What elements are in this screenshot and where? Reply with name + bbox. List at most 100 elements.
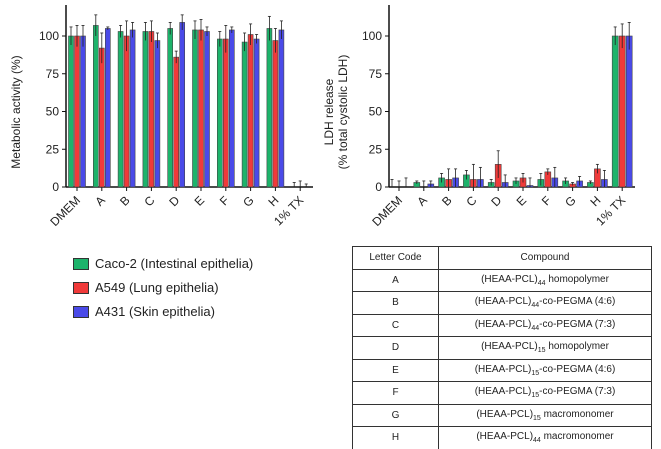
x-tick-label: G: [240, 193, 257, 210]
bar: [179, 22, 185, 188]
x-tick-label: A: [414, 193, 430, 209]
x-tick-label: G: [562, 193, 579, 210]
bar: [154, 40, 161, 188]
y-axis-label: LDH release: [322, 78, 336, 145]
letter-code: C: [352, 313, 439, 337]
bar: [80, 35, 86, 188]
bar: [148, 31, 155, 188]
table-row: F (HEAA-PCL)15-co-PEGMA (7:3): [352, 381, 652, 405]
compound: (HEAA-PCL)44-co-PEGMA (4:6): [438, 291, 652, 315]
bar: [618, 35, 626, 188]
bar: [167, 28, 173, 188]
compound: (HEAA-PCL)44-co-PEGMA (7:3): [438, 313, 652, 337]
table-row: H (HEAA-PCL)44 macromonomer: [352, 426, 652, 449]
table-row: E (HEAA-PCL)15-co-PEGMA (4:6): [352, 358, 652, 382]
legend-item-caco2: Caco-2 (Intestinal epithelia): [73, 256, 253, 271]
bar: [278, 29, 285, 188]
compound: (HEAA-PCL)44 macromonomer: [438, 426, 652, 449]
x-tick-label: H: [265, 193, 281, 209]
table-row: B (HEAA-PCL)44-co-PEGMA (4:6): [352, 291, 652, 315]
bar: [272, 40, 279, 188]
y-axis-label: Metabolic activity (%): [9, 55, 23, 168]
legend-swatch: [73, 305, 89, 318]
table-row: G (HEAA-PCL)15 macromonomer: [352, 403, 652, 427]
bar: [198, 29, 204, 188]
x-tick-label: C: [463, 193, 479, 209]
header-compound: Compound: [438, 246, 652, 270]
letter-code: A: [352, 268, 439, 292]
bar: [123, 35, 130, 188]
y-tick-label: 100: [39, 29, 59, 43]
bar: [129, 29, 136, 188]
bar: [142, 31, 149, 188]
legend-swatch: [73, 281, 89, 294]
x-tick-label: D: [166, 193, 182, 209]
x-tick-label: E: [514, 193, 530, 209]
y-tick-label: 100: [362, 29, 382, 43]
legend-swatch: [73, 257, 89, 270]
bar: [117, 31, 124, 188]
x-tick-label: F: [217, 193, 232, 208]
y-tick-label: 75: [46, 67, 60, 81]
bar: [93, 25, 99, 188]
legend-item-a431: A431 (Skin epithelia): [73, 304, 215, 319]
y-tick-label: 25: [369, 142, 383, 156]
y-tick-label: 25: [46, 142, 60, 156]
bar: [68, 35, 74, 188]
y-tick-label: 75: [369, 67, 383, 81]
letter-code: D: [352, 336, 439, 360]
header-letter-code: Letter Code: [352, 246, 439, 270]
x-tick-label: H: [587, 193, 603, 209]
bar: [611, 35, 619, 188]
bar: [241, 41, 248, 188]
compound-table: Letter Code Compound A (HEAA-PCL)44 homopo…: [352, 246, 652, 449]
y-tick-label: 0: [52, 180, 59, 194]
compound: (HEAA-PCL)15 macromonomer: [438, 403, 652, 427]
letter-code: E: [352, 358, 439, 382]
bar: [229, 29, 235, 188]
bar: [173, 56, 179, 188]
x-tick-label: F: [539, 193, 554, 208]
bar: [253, 38, 260, 188]
x-tick-label: C: [141, 193, 157, 209]
compound: (HEAA-PCL)15-co-PEGMA (7:3): [438, 381, 652, 405]
compound: (HEAA-PCL)15 homopolymer: [438, 336, 652, 360]
bar: [223, 38, 229, 188]
table-row: C (HEAA-PCL)44-co-PEGMA (7:3): [352, 313, 652, 337]
bar: [266, 28, 273, 188]
bar: [99, 47, 105, 188]
bar: [217, 38, 223, 188]
x-tick-label: B: [117, 193, 133, 209]
x-tick-label: A: [92, 193, 108, 209]
y-tick-label: 50: [46, 105, 60, 119]
legend-label: Caco-2 (Intestinal epithelia): [95, 256, 254, 271]
y-tick-label: 0: [375, 180, 382, 194]
legend-label: A431 (Skin epithelia): [95, 304, 215, 319]
letter-code: H: [352, 426, 439, 449]
x-tick-label: DMEM: [47, 193, 83, 229]
bar: [247, 34, 254, 188]
letter-code: B: [352, 291, 439, 315]
bar: [192, 29, 198, 188]
compound: (HEAA-PCL)15-co-PEGMA (4:6): [438, 358, 652, 382]
bar: [204, 31, 210, 188]
x-tick-label: D: [488, 193, 504, 209]
table-header: Letter Code Compound: [352, 246, 652, 270]
x-tick-label: DMEM: [369, 193, 405, 229]
bar: [625, 35, 633, 188]
x-tick-label: E: [192, 193, 208, 209]
legend-item-a549: A549 (Lung epithelia): [73, 280, 219, 295]
compound: (HEAA-PCL)44 homopolymer: [438, 268, 652, 292]
table-row: D (HEAA-PCL)15 homopolymer: [352, 336, 652, 360]
x-tick-label: B: [439, 193, 455, 209]
legend-label: A549 (Lung epithelia): [95, 280, 219, 295]
y-axis-label: (% total cystolic LDH): [336, 55, 350, 170]
bar: [74, 35, 80, 188]
letter-code: G: [352, 403, 439, 427]
letter-code: F: [352, 381, 439, 405]
bar: [105, 28, 111, 188]
y-tick-label: 50: [369, 105, 383, 119]
table-row: A (HEAA-PCL)44 homopolymer: [352, 268, 652, 292]
